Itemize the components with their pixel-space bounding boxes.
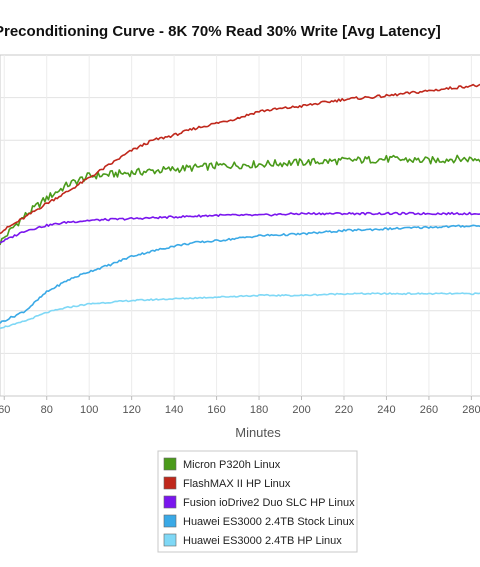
legend-label: Micron P320h Linux <box>183 459 281 471</box>
series-line-3 <box>0 211 480 244</box>
legend-swatch <box>163 476 177 490</box>
legend-label: Huawei ES3000 2.4TB Stock Linux <box>183 516 355 528</box>
legend-swatch <box>163 495 177 509</box>
x-tick-label: 280 <box>462 404 480 416</box>
series-line-4 <box>0 224 480 324</box>
legend-box <box>157 450 358 553</box>
x-tick-label: 240 <box>377 404 395 416</box>
series-line-5 <box>0 292 480 330</box>
legend-swatch <box>163 533 177 547</box>
plot-border <box>0 54 480 397</box>
legend-label: Huawei ES3000 2.4TB HP Linux <box>183 535 342 547</box>
x-tick-label: 60 <box>0 404 10 416</box>
series-line-2 <box>0 83 480 235</box>
legend-swatch <box>163 514 177 528</box>
legend-label: FlashMAX II HP Linux <box>183 478 291 490</box>
x-axis-title: Minutes <box>235 425 281 440</box>
legend-swatch <box>163 457 177 471</box>
x-tick-label: 220 <box>335 404 353 416</box>
x-tick-label: 100 <box>80 404 98 416</box>
x-tick-label: 80 <box>41 404 53 416</box>
x-tick-label: 120 <box>122 404 140 416</box>
legend: Micron P320h Linux FlashMAX II HP Linux Fu… <box>157 450 358 553</box>
x-tick-label: 160 <box>207 404 225 416</box>
plot-frame <box>0 54 480 397</box>
grid-lines <box>0 55 480 396</box>
x-tick-labels: 60 80 100 120 140 160 180 200 220 240 260 280 <box>0 396 480 416</box>
x-tick-label: 200 <box>292 404 310 416</box>
chart-title: Preconditioning Curve - 8K 70% Read 30% … <box>0 23 441 40</box>
series-layer <box>0 83 480 330</box>
series-line-1 <box>0 154 480 246</box>
x-tick-label: 180 <box>250 404 268 416</box>
x-tick-label: 140 <box>165 404 183 416</box>
x-tick-label: 260 <box>420 404 438 416</box>
legend-label: Fusion ioDrive2 Duo SLC HP Linux <box>183 497 355 509</box>
